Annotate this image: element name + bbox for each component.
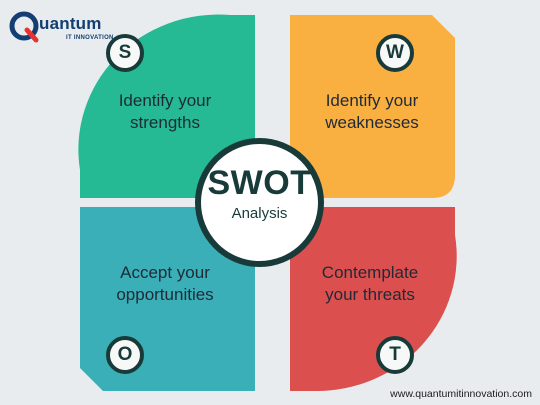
quadrant-o-text: Accept your opportunities (80, 262, 250, 306)
quadrant-w-text: Identify your weaknesses (287, 90, 457, 134)
quadrant-w-line2: weaknesses (325, 113, 419, 132)
quadrant-w-badge: W (376, 34, 414, 72)
quadrant-s-badge: S (106, 34, 144, 72)
quadrant-o-line1: Accept your (120, 263, 210, 282)
quadrant-o-badge: O (106, 336, 144, 374)
center-title: SWOT (207, 164, 312, 202)
quadrant-t-line1: Contemplate (321, 263, 419, 282)
quadrant-s-text: Identify your strengths (80, 90, 250, 134)
quadrant-t-text: Contemplate your threats (285, 262, 455, 306)
website-url: www.quantumitinnovation.com (390, 388, 532, 400)
quadrant-w-shape (290, 15, 455, 198)
logo-brand-text: uantum (39, 14, 102, 33)
center-subtitle: Analysis (231, 205, 288, 222)
swot-center-circle: SWOT Analysis (195, 138, 324, 267)
logo-subtitle: IT INNOVATION (66, 35, 114, 41)
quantum-logo-icon (9, 11, 39, 43)
quadrant-t-shape (290, 207, 457, 392)
quadrant-s-line2: strengths (130, 113, 200, 132)
quadrant-t-line2: your threats (325, 285, 415, 304)
company-logo: uantum IT INNOVATION (8, 10, 148, 46)
quadrant-o-line2: opportunities (116, 285, 214, 304)
quadrant-s-line1: Identify your (118, 91, 212, 110)
quadrant-t-badge: T (376, 336, 414, 374)
quadrant-w-line1: Identify your (325, 91, 419, 110)
